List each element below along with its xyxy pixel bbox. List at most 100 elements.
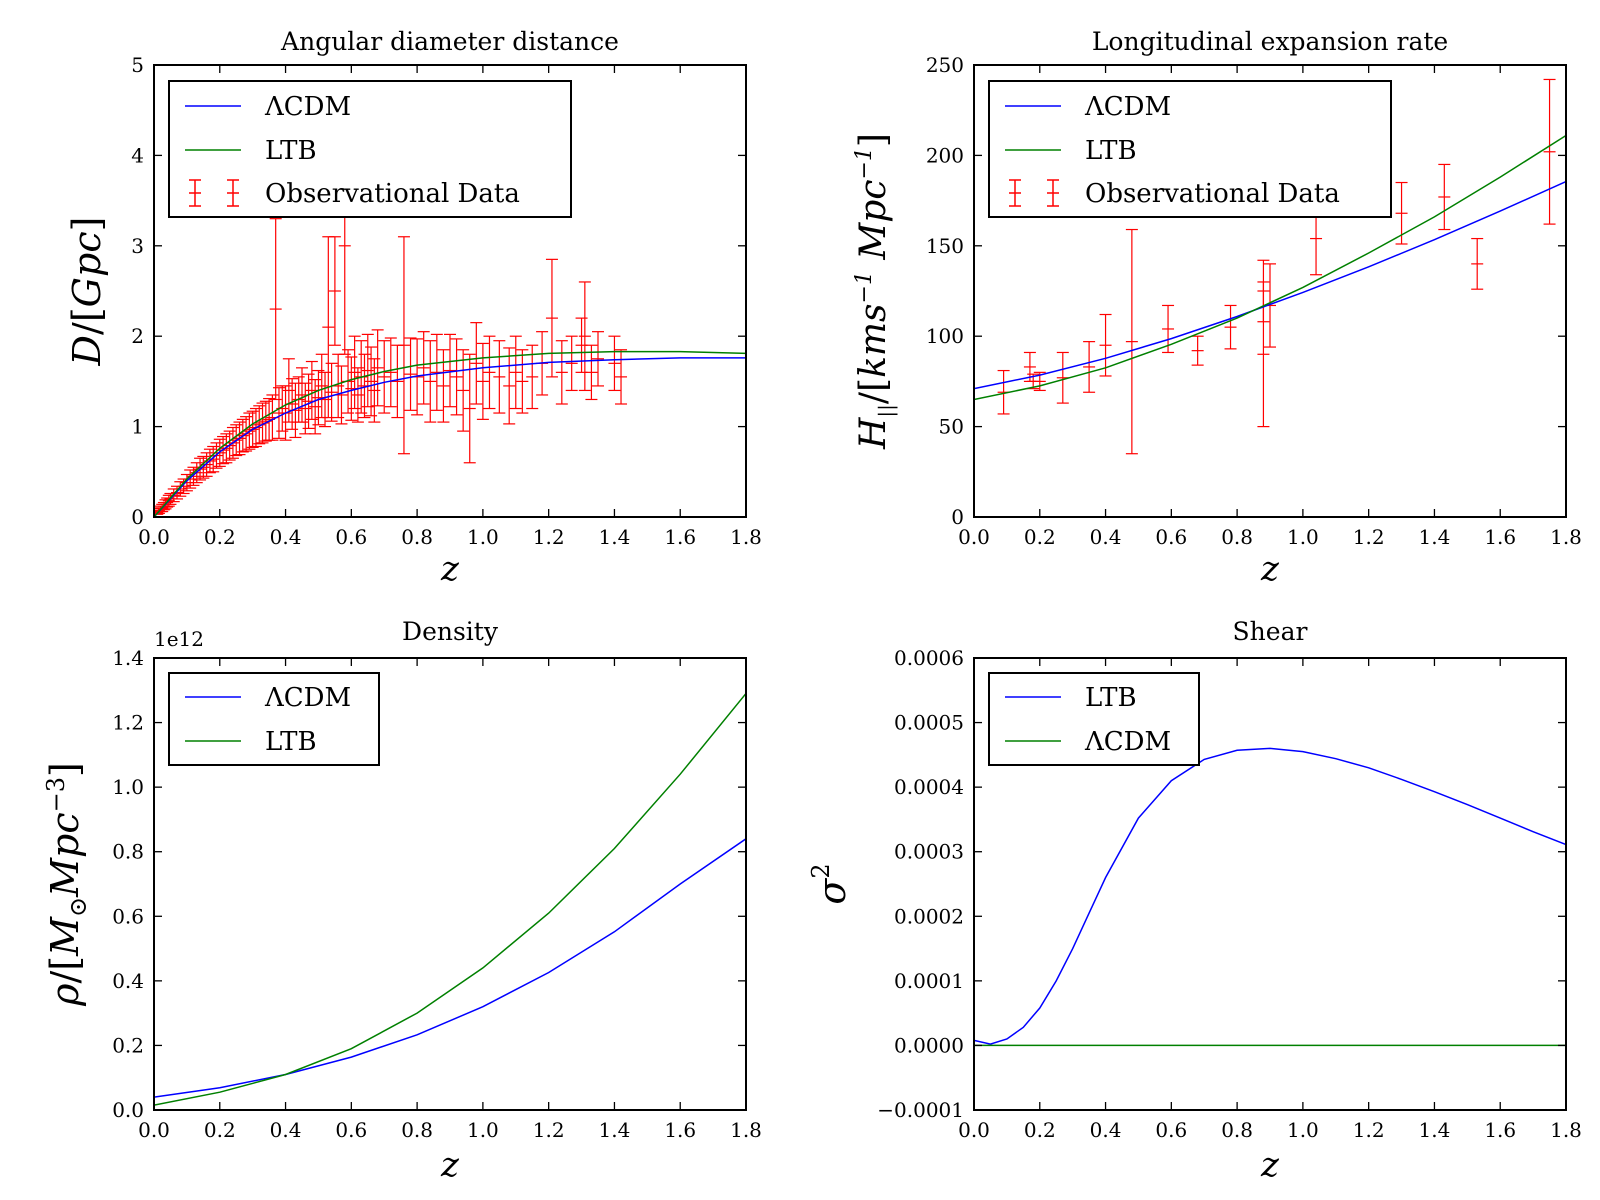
legend-label: ΛCDM: [264, 683, 351, 713]
ticks-layer: 0.0 0.2 0.4 0.6 0.8 1.0 1.2 1.4 1.6 1.8 0 1 2 3 4 5: [131, 53, 762, 549]
series-line-cdm: [154, 838, 746, 1098]
y-axis-label: H||/[kms−1 Mpc−1]: [852, 133, 899, 450]
errorbar-point: [1083, 341, 1096, 393]
panel-title: Shear: [1233, 617, 1308, 646]
y-offset-label: 1e12: [154, 627, 204, 651]
legend-label: LTB: [1085, 683, 1137, 713]
x-tick-label: 0.2: [204, 1118, 236, 1142]
y-tick-label: 1: [131, 415, 144, 439]
errorbar-point: [1224, 304, 1237, 350]
x-axis-label: z: [440, 1145, 460, 1185]
panel-title: Longitudinal expansion rate: [1092, 27, 1448, 56]
errorbar-point: [1543, 78, 1556, 225]
errorbar-point: [608, 335, 621, 392]
x-tick-label: 0.4: [1090, 1118, 1122, 1142]
y-tick-label: 1.2: [112, 711, 144, 735]
errorbar-point: [351, 367, 364, 423]
errorbar-point: [1099, 313, 1112, 377]
axes-frame: [153, 657, 747, 1111]
y-tick-label: 0.2: [112, 1033, 144, 1057]
legend-label: Observational Data: [1085, 179, 1340, 209]
plot-layer: [974, 78, 1566, 455]
x-tick-label: 1.4: [599, 525, 631, 549]
x-tick-label: 0.8: [401, 525, 433, 549]
x-tick-label: 1.8: [730, 1118, 762, 1142]
legend: ΛCDM LTB: [168, 672, 380, 766]
errorbar-point: [309, 378, 322, 435]
errorbar-point: [269, 218, 282, 401]
x-axis-label: z: [440, 549, 460, 589]
legend-box: [988, 80, 1392, 218]
panel-title: Density: [402, 617, 499, 646]
y-tick-label: 100: [926, 324, 964, 348]
x-tick-label: 0.8: [1221, 525, 1253, 549]
x-tick-label: 0.6: [335, 1118, 367, 1142]
x-tick-label: 1.2: [1353, 525, 1385, 549]
errorbar-point: [457, 349, 470, 432]
x-tick-label: 1.2: [1353, 1118, 1385, 1142]
errorbar-point: [417, 331, 430, 405]
series-line-ltb: [154, 693, 746, 1106]
errorbar-point: [397, 236, 410, 455]
x-tick-label: 0.0: [958, 525, 990, 549]
x-tick-label: 0.2: [1024, 525, 1056, 549]
errorbar-point: [476, 342, 489, 420]
legend: LTB ΛCDM: [988, 672, 1200, 766]
errorbar-point: [1471, 237, 1484, 290]
x-tick-label: 0.6: [1155, 525, 1187, 549]
series-line-ltb: [974, 747, 1566, 1045]
y-tick-label: 0.6: [112, 904, 144, 928]
legend-label: ΛCDM: [1084, 727, 1171, 757]
x-tick-label: 0.8: [1221, 1118, 1253, 1142]
errorbar-point: [565, 335, 578, 392]
y-tick-label: 0.0006: [894, 646, 964, 670]
y-tick-label: 0: [131, 505, 144, 529]
legend-label: ΛCDM: [264, 92, 351, 122]
legend-label: Observational Data: [265, 179, 520, 209]
y-tick-label: 250: [926, 53, 964, 77]
errorbar-point: [345, 356, 358, 421]
errorbar-point: [296, 367, 308, 423]
ticks-layer: 0.0 0.2 0.4 0.6 0.8 1.0 1.2 1.4 1.6 1.8 −0.0001 0.0…: [877, 646, 1582, 1142]
errorbar-point: [578, 281, 591, 392]
errorbar-point: [253, 405, 266, 445]
x-tick-label: 0.8: [401, 1118, 433, 1142]
errorbar-point: [368, 358, 381, 423]
y-tick-label: 1.4: [112, 646, 144, 670]
y-tick-label: 2: [131, 324, 144, 348]
x-tick-label: 0.6: [1155, 1118, 1187, 1142]
x-tick-label: 1.6: [1484, 525, 1516, 549]
legend: ΛCDM LTB Observational Data: [168, 80, 572, 218]
x-tick-label: 1.0: [1287, 525, 1319, 549]
errorbar-point: [424, 340, 437, 423]
panel-title: Angular diameter distance: [280, 27, 619, 56]
legend-box: [168, 80, 572, 218]
y-tick-label: 200: [926, 143, 964, 167]
errorbar-point: [526, 344, 539, 410]
y-tick-label: 4: [131, 143, 144, 167]
errorbar-point: [384, 337, 397, 408]
x-tick-label: 1.4: [599, 1118, 631, 1142]
legend-label: LTB: [1085, 136, 1137, 166]
y-tick-label: 0.8: [112, 840, 144, 864]
x-tick-label: 1.0: [467, 525, 499, 549]
x-axis-label: z: [1260, 1145, 1280, 1185]
errorbar-point: [328, 236, 341, 346]
series-line-cdm: [154, 357, 746, 517]
errorbar-point: [615, 349, 628, 405]
legend-errorbar-marker: [189, 179, 239, 207]
y-axis-label: ρ/[M⊙Mpc−3]: [42, 762, 92, 1007]
errorbar-point: [348, 335, 361, 410]
panel-longitudinal-expansion-rate: Longitudinal expansion rate 0.0 0.2 0.4 0.6…: [852, 27, 1582, 589]
x-tick-label: 1.0: [1287, 1118, 1319, 1142]
plot-layer: [974, 747, 1566, 1047]
panel-angular-diameter-distance: Angular diameter distance 0.0 0.2 0.4 0.6 0.…: [65, 27, 762, 589]
legend-errorbar-marker: [1009, 179, 1059, 207]
legend-label: LTB: [265, 136, 317, 166]
y-tick-label: 1.0: [112, 775, 144, 799]
axes-frame: [973, 64, 1567, 518]
svg-text:σ2: σ2: [807, 863, 854, 904]
series-line-ltb: [974, 134, 1566, 401]
x-tick-label: 0.2: [204, 525, 236, 549]
y-tick-label: 0.0003: [894, 840, 964, 864]
